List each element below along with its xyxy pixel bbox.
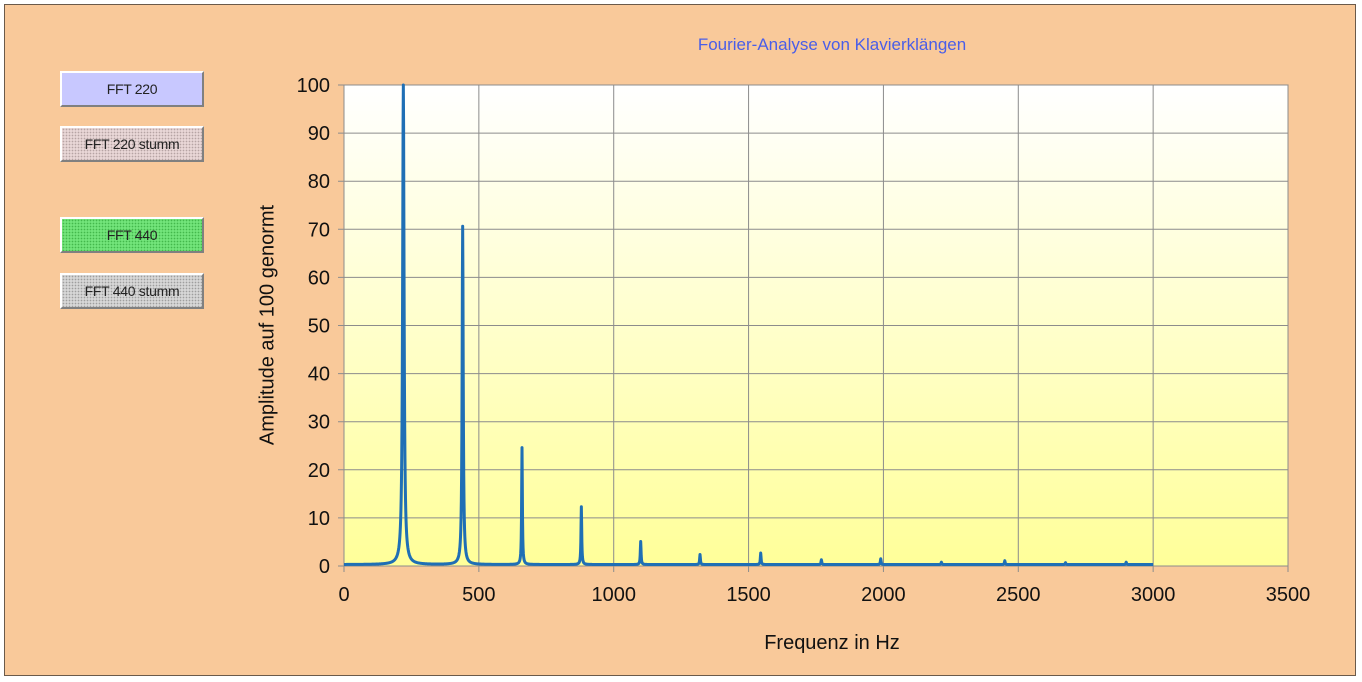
y-tick-label: 0 xyxy=(319,556,330,578)
x-tick-label: 2500 xyxy=(996,584,1041,606)
x-tick-label: 1500 xyxy=(726,584,771,606)
spectrum-line xyxy=(342,83,1155,567)
y-tick-label: 30 xyxy=(308,412,330,434)
y-tick-label: 10 xyxy=(308,508,330,530)
x-tick-label: 500 xyxy=(462,584,495,606)
x-axis-label: Frequenz in Hz xyxy=(764,632,900,654)
y-tick-label: 90 xyxy=(308,123,330,145)
fft-440-button[interactable]: FFT 440 xyxy=(60,217,204,253)
x-tick-label: 0 xyxy=(338,584,349,606)
x-tick-label: 2000 xyxy=(861,584,906,606)
x-tick-label: 3000 xyxy=(1131,584,1176,606)
y-tick-label: 20 xyxy=(308,460,330,482)
fft-220-stumm-button[interactable]: FFT 220 stumm xyxy=(60,126,204,162)
y-tick-label: 40 xyxy=(308,364,330,386)
x-tick-labels: 0 500 1000 1500 2000 2500 3000 3500 xyxy=(338,584,1310,606)
y-tick-label: 60 xyxy=(308,267,330,289)
y-tick-label: 70 xyxy=(308,219,330,241)
fft-220-button[interactable]: FFT 220 xyxy=(60,71,204,107)
y-tick-label: 100 xyxy=(297,75,330,97)
x-tick-label: 3500 xyxy=(1266,584,1311,606)
x-tick-label: 1000 xyxy=(591,584,636,606)
fft-440-stumm-button[interactable]: FFT 440 stumm xyxy=(60,273,204,309)
y-tick-label: 50 xyxy=(308,316,330,338)
y-tick-labels: 0 10 20 30 40 50 60 70 80 90 100 xyxy=(297,75,330,578)
y-tick-label: 80 xyxy=(308,171,330,193)
chart-title: Fourier-Analyse von Klavierklängen xyxy=(697,35,967,54)
